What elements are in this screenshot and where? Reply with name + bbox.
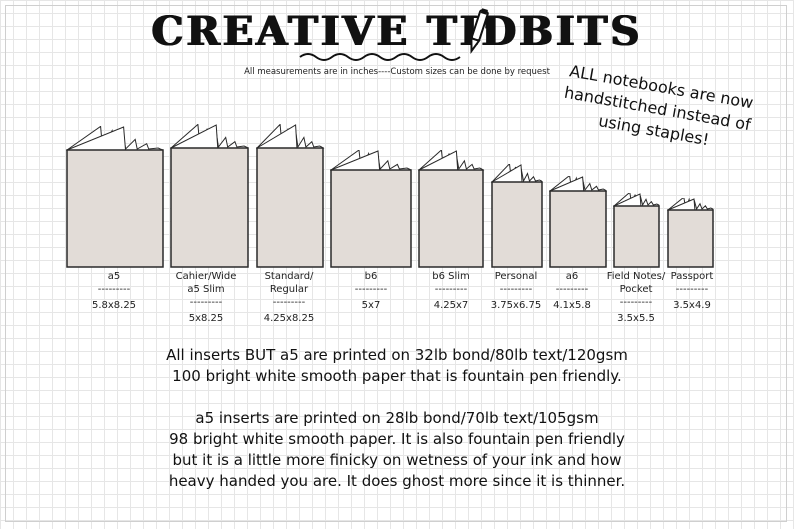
size-separator: --------- [97,284,131,295]
size-name: a5 [107,271,121,282]
size-dimensions: 3.5x4.9 [673,300,711,311]
size-label-group: a6 --------- 4.1x5.8 [527,270,617,312]
size-dimensions: 5.8x8.25 [91,300,137,311]
page-subtitle: All measurements are in inches----Custom… [244,67,550,77]
notebook-4 [330,150,412,268]
size-name: Field Notes/ [606,271,666,282]
size-label-group: Personal --------- 3.75x6.75 [471,270,561,312]
size-dimensions: 4.25x7 [433,300,469,311]
notebook-6 [491,164,543,268]
notebook-1 [66,126,164,268]
size-separator: --------- [189,297,223,308]
size-label-group: b6 --------- 5x7 [326,270,416,312]
page-title: CREATIVE TIDBITS [151,8,643,55]
size-label-group: Standard/Regular --------- 4.25x8.25 [244,270,334,325]
size-separator: --------- [354,284,388,295]
paragraph-line: 100 bright white smooth paper that is fo… [172,367,622,385]
size-dimensions: 5x8.25 [188,313,224,324]
squiggle-underline [299,53,461,61]
size-name: Personal [494,271,538,282]
notebook-5 [418,150,485,268]
size-dimensions: 4.1x5.8 [553,300,591,311]
size-dimensions: 4.25x8.25 [263,313,315,324]
paragraph-line: 98 bright white smooth paper. It is also… [169,430,625,448]
paragraph-line: but it is a little more finicky on wetne… [172,451,622,469]
size-name: b6 Slim [432,271,470,282]
size-separator: --------- [499,284,533,295]
notebook-2 [170,124,249,268]
size-label-group: a5 --------- 5.8x8.25 [69,270,159,312]
size-name: Standard/ [264,271,314,282]
size-name: a6 [565,271,579,282]
size-separator: --------- [434,284,468,295]
size-separator: --------- [619,297,653,308]
notebook-7 [549,176,608,268]
paragraph-line: a5 inserts are printed on 28lb bond/70lb… [195,409,599,427]
size-name: Passport [670,271,714,282]
paragraph-line: heavy handed you are. It does ghost more… [168,472,626,490]
size-dimensions: 5x7 [361,300,381,311]
size-name-2: Pocket [619,284,653,295]
pen-icon [470,8,489,54]
paragraph-line: All inserts BUT a5 are printed on 32lb b… [166,346,628,364]
size-separator: --------- [675,284,709,295]
size-name-2: a5 Slim [187,284,225,295]
page-frame [5,5,787,522]
size-dimensions: 3.75x6.75 [490,300,542,311]
notebook-9 [667,198,714,268]
size-name-2: Regular [269,284,309,295]
size-separator: --------- [555,284,589,295]
size-separator: --------- [272,297,306,308]
notebook-8 [613,193,660,268]
notebook-3 [256,124,325,268]
size-label-group: Passport --------- 3.5x4.9 [647,270,737,312]
size-label-group: Field Notes/Pocket --------- 3.5x5.5 [591,270,681,325]
size-dimensions: 3.5x5.5 [617,313,655,324]
size-name: b6 [364,271,378,282]
size-name: Cahier/Wide [175,271,237,282]
size-label-group: b6 Slim --------- 4.25x7 [406,270,496,312]
size-label-group: Cahier/Wide a5 Slim --------- 5x8.25 [161,270,251,325]
